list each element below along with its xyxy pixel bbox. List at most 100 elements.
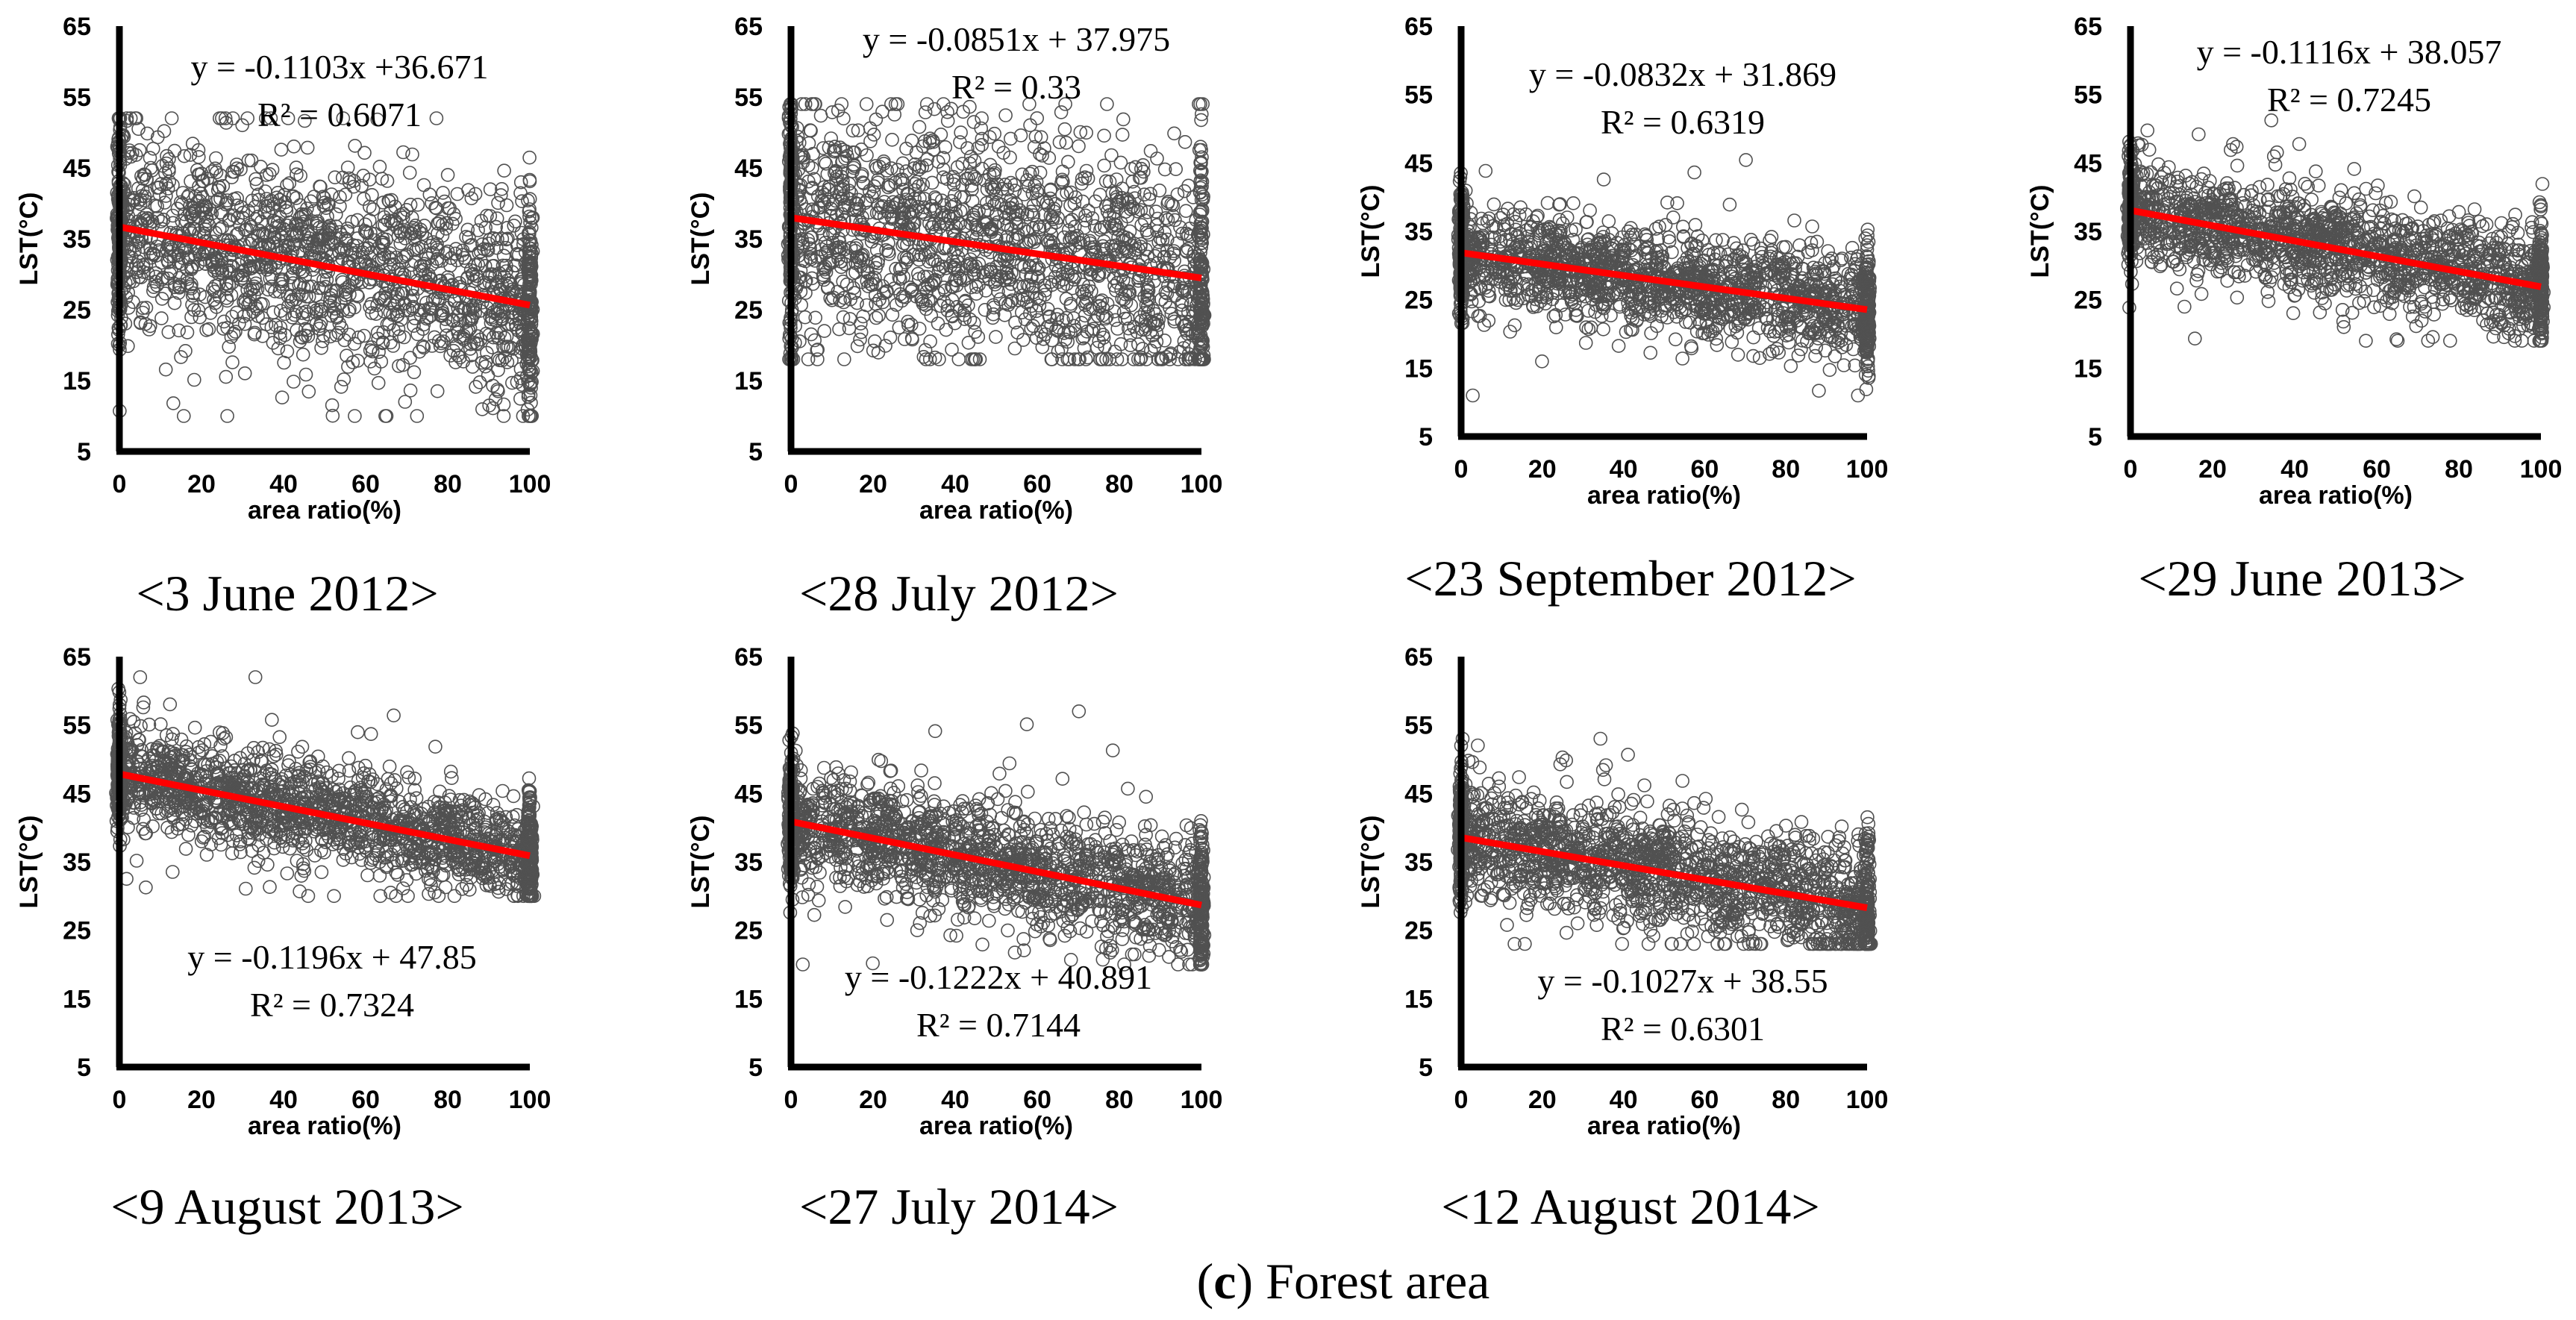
- scatter-point: [380, 174, 395, 188]
- scatter-point: [522, 150, 537, 165]
- scatter-point: [313, 302, 328, 317]
- scatter-point: [808, 97, 822, 111]
- scatter-point: [489, 219, 504, 234]
- scatter-point: [166, 178, 180, 193]
- scatter-point: [325, 408, 340, 423]
- scatter-point: [375, 335, 390, 350]
- scatter-point: [166, 396, 181, 410]
- scatter-point: [416, 303, 431, 318]
- scatter-point: [1054, 105, 1069, 119]
- scatter-point: [219, 369, 234, 384]
- scatter-point: [1116, 112, 1131, 127]
- scatter-point: [396, 210, 410, 225]
- scatter-point: [859, 97, 874, 111]
- scatter-point: [384, 252, 398, 267]
- scatter-point: [177, 409, 191, 423]
- scatter-point: [150, 199, 164, 213]
- scatter-point: [1178, 135, 1192, 149]
- scatter-point: [498, 240, 513, 255]
- scatter-point: [404, 225, 419, 240]
- scatter-point: [416, 178, 431, 193]
- scatter-point: [374, 354, 389, 369]
- scatter-point: [275, 280, 290, 294]
- scatter-point: [925, 198, 940, 213]
- y-tick-label: 5: [77, 438, 91, 466]
- y-tick-label: 55: [63, 84, 91, 112]
- scatter-point: [892, 320, 907, 335]
- x-tick-label: 80: [1105, 470, 1134, 498]
- x-tick-label: 60: [1023, 470, 1051, 498]
- scatter-point: [1822, 363, 1837, 378]
- scatter-point: [934, 298, 948, 313]
- scatter-point: [416, 340, 431, 355]
- x-tick-label: 20: [859, 470, 887, 498]
- scatter-point: [1787, 213, 1801, 228]
- figure-caption-label: c: [1213, 1253, 1236, 1310]
- scatter-point: [407, 319, 421, 334]
- scatter-point: [316, 272, 331, 287]
- scatter-point: [337, 372, 351, 387]
- scatter-point: [402, 166, 417, 180]
- regression-equation: y = -0.0851x + 37.975: [863, 20, 1170, 58]
- scatter-point: [258, 184, 272, 198]
- scatter-point: [1097, 128, 1111, 143]
- scatter-point: [515, 194, 529, 209]
- scatter-point: [801, 352, 816, 366]
- y-tick-label: 45: [63, 154, 91, 183]
- scatter-point: [241, 153, 256, 168]
- scatter-point: [235, 118, 250, 133]
- scatter-point: [328, 170, 343, 184]
- scatter-point: [500, 220, 515, 235]
- scatter-point: [1578, 336, 1593, 350]
- scatter-point: [244, 153, 259, 168]
- scatter-point: [370, 112, 385, 127]
- scatter-point: [1805, 219, 1819, 234]
- scatter-point: [255, 297, 270, 311]
- scatter-point: [1157, 333, 1172, 348]
- scatter-point: [273, 272, 288, 287]
- scatter-point: [219, 197, 233, 212]
- scatter-point: [440, 270, 455, 284]
- scatter-point: [501, 317, 516, 331]
- scatter-point: [1731, 348, 1745, 362]
- scatter-point: [289, 160, 304, 175]
- scatter-point: [478, 220, 493, 235]
- scatter-point: [154, 292, 169, 306]
- scatter-point: [283, 270, 298, 284]
- panel-date-caption: <28 July 2012>: [799, 565, 1119, 622]
- scatter-point: [273, 326, 287, 340]
- scatter-point: [146, 142, 160, 156]
- scatter-point: [951, 352, 966, 366]
- scatter-point: [260, 282, 275, 297]
- scatter-point: [328, 301, 343, 316]
- scatter-point: [222, 340, 237, 354]
- x-tick-label: 40: [941, 470, 969, 498]
- scatter-point: [499, 198, 514, 213]
- scatter-point: [167, 295, 182, 310]
- scatter-point: [804, 123, 818, 138]
- scatter-point: [225, 111, 240, 125]
- scatter-point: [187, 372, 201, 387]
- scatter-point: [255, 329, 270, 343]
- scatter-point: [453, 313, 467, 328]
- scatter-point: [159, 189, 173, 203]
- scatter-point: [471, 223, 485, 237]
- scatter-point: [1725, 334, 1739, 349]
- scatter-point: [496, 340, 510, 354]
- y-tick-label: 45: [734, 154, 763, 183]
- scatter-point: [140, 126, 154, 141]
- scatter-point: [1535, 354, 1549, 369]
- scatter-point: [238, 295, 253, 310]
- scatter-point: [961, 335, 976, 350]
- y-tick-label: 15: [734, 367, 763, 395]
- scatter-point: [1583, 203, 1597, 218]
- scatter-point: [817, 324, 831, 338]
- scatter-point: [158, 166, 172, 181]
- scatter-point: [180, 272, 195, 287]
- scatter-point: [309, 305, 324, 320]
- scatter-point: [372, 345, 386, 360]
- scatter-point: [162, 164, 176, 178]
- scatter-point: [940, 113, 955, 128]
- scatter-point: [371, 375, 386, 390]
